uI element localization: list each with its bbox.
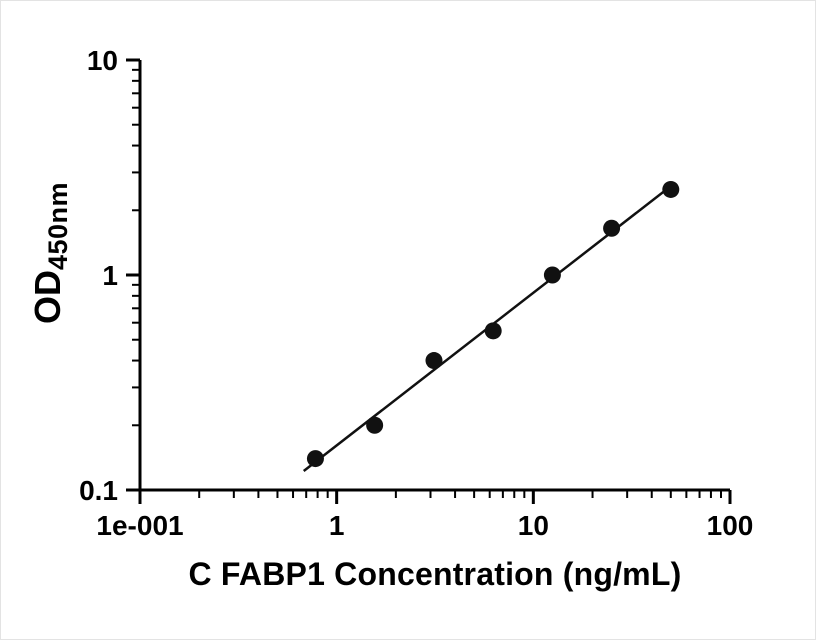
y-tick-label: 10 bbox=[87, 45, 118, 76]
data-point bbox=[425, 352, 443, 370]
data-point bbox=[662, 180, 680, 198]
data-point bbox=[603, 219, 621, 237]
data-point bbox=[366, 416, 384, 434]
data-point bbox=[306, 450, 324, 468]
y-axis-title-subscript: 450nm bbox=[43, 181, 73, 271]
y-axis-title: OD450nm bbox=[26, 143, 73, 363]
x-tick-label: 10 bbox=[518, 510, 549, 541]
x-tick-label: 1 bbox=[329, 510, 345, 541]
y-axis-title-main: OD bbox=[27, 270, 68, 325]
y-tick-label: 0.1 bbox=[79, 475, 118, 506]
x-tick-label: 1e-001 bbox=[96, 510, 183, 541]
data-point bbox=[543, 266, 561, 284]
y-tick-label: 1 bbox=[102, 260, 118, 291]
x-axis-title: C FABP1 Concentration (ng/mL) bbox=[188, 556, 682, 592]
x-tick-label: 100 bbox=[707, 510, 754, 541]
data-point bbox=[484, 322, 502, 340]
